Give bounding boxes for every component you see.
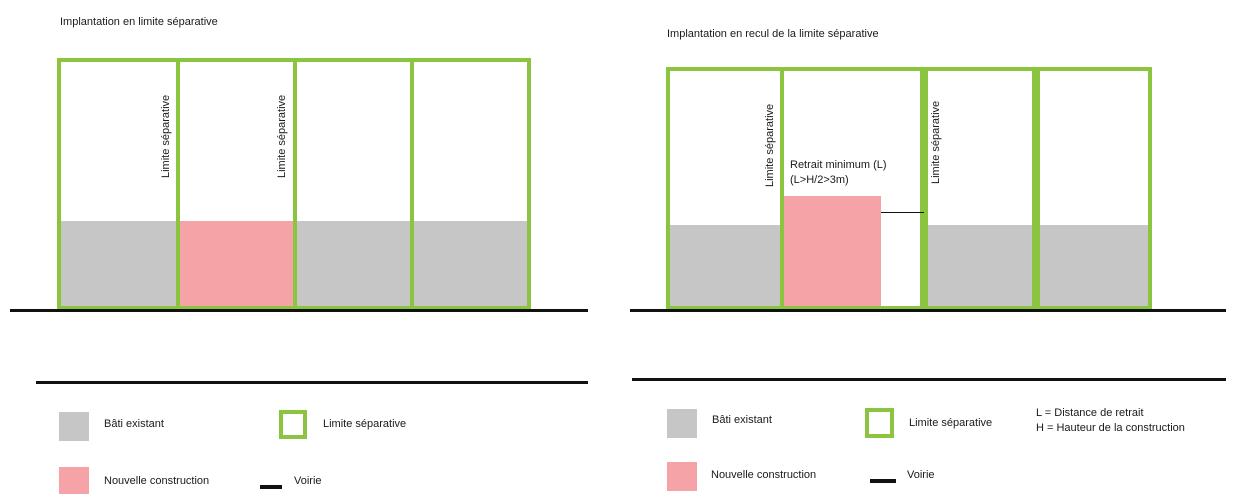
legend-label-existing: Bâti existant: [712, 414, 772, 426]
legend-swatch-new-construction: [667, 462, 697, 491]
legend-swatch-existing: [667, 409, 697, 438]
setback-distance-line: [881, 212, 924, 213]
lot-outline: [410, 58, 531, 310]
new-construction: [176, 221, 293, 307]
lot-outline: [920, 67, 1040, 310]
road-line: [10, 309, 588, 312]
legend-label-new-construction: Nouvelle construction: [711, 469, 817, 481]
legend-definitions: L = Distance de retrait H = Hauteur de l…: [1036, 406, 1185, 436]
legend-swatch-boundary: [279, 410, 307, 439]
legend-label-road: Voirie: [294, 475, 322, 487]
legend-label-road: Voirie: [907, 469, 935, 481]
new-construction: [784, 196, 881, 307]
right-panel-title: Implantation en recul de la limite sépar…: [667, 28, 879, 40]
left-panel-title: Implantation en limite séparative: [60, 16, 218, 28]
legend-swatch-road: [260, 485, 282, 489]
legend-swatch-existing: [59, 412, 89, 441]
definition-l: L = Distance de retrait: [1036, 407, 1144, 419]
existing-building: [924, 225, 1036, 307]
road-line: [632, 378, 1226, 381]
existing-building: [670, 225, 780, 307]
boundary-label: Limite séparative: [930, 100, 942, 184]
road-line: [36, 381, 588, 384]
existing-building: [410, 221, 527, 307]
existing-building: [1036, 225, 1148, 307]
legend-swatch-boundary: [865, 408, 894, 438]
boundary-label: Limite séparative: [764, 103, 776, 187]
road-line: [630, 309, 1226, 312]
legend-label-boundary: Limite séparative: [323, 418, 407, 430]
legend-label-new-construction: Nouvelle construction: [104, 475, 210, 487]
legend-label-existing: Bâti existant: [104, 418, 164, 430]
legend-label-boundary: Limite séparative: [909, 417, 993, 429]
legend-swatch-road: [870, 479, 896, 483]
setback-label: Retrait minimum (L) (L>H/2>3m): [790, 158, 887, 188]
left-panel: Implantation en limite séparative Limite…: [0, 0, 600, 495]
lot-outline: [1032, 67, 1152, 310]
lot-outline: [780, 67, 928, 310]
setback-label-line-2: (L>H/2>3m): [790, 174, 849, 186]
existing-building: [293, 221, 410, 307]
existing-building: [59, 221, 176, 307]
legend-swatch-new-construction: [59, 467, 89, 494]
definition-h: H = Hauteur de la construction: [1036, 422, 1185, 434]
setback-label-line-1: Retrait minimum (L): [790, 159, 887, 171]
